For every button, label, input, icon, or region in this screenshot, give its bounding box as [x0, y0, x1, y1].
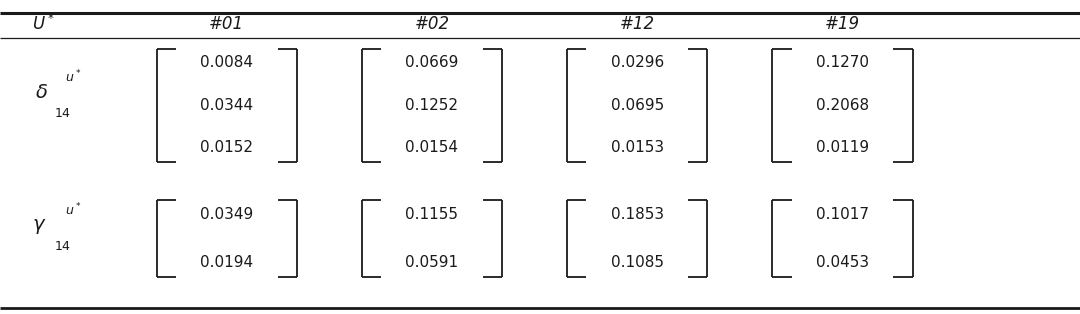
Text: 0.1252: 0.1252	[405, 98, 459, 113]
Text: #01: #01	[210, 14, 244, 33]
Text: 0.0591: 0.0591	[405, 256, 459, 270]
Text: $14$: $14$	[54, 240, 71, 253]
Text: 0.0194: 0.0194	[200, 256, 254, 270]
Text: $14$: $14$	[54, 106, 71, 120]
Text: 0.1270: 0.1270	[815, 55, 869, 70]
Text: $\delta$: $\delta$	[35, 83, 48, 102]
Text: #02: #02	[415, 14, 449, 33]
Text: 0.0154: 0.0154	[405, 140, 459, 155]
Text: 0.0349: 0.0349	[200, 207, 254, 222]
Text: $u^*$: $u^*$	[65, 69, 81, 85]
Text: 0.1155: 0.1155	[405, 207, 459, 222]
Text: $U^*$: $U^*$	[32, 14, 55, 34]
Text: #19: #19	[825, 14, 860, 33]
Text: #12: #12	[620, 14, 654, 33]
Text: 0.1017: 0.1017	[815, 207, 869, 222]
Text: 0.0669: 0.0669	[405, 55, 459, 70]
Text: 0.0084: 0.0084	[200, 55, 254, 70]
Text: 0.2068: 0.2068	[815, 98, 869, 113]
Text: 0.0296: 0.0296	[610, 55, 664, 70]
Text: $u^*$: $u^*$	[65, 202, 81, 219]
Text: 0.0344: 0.0344	[200, 98, 254, 113]
Text: 0.0119: 0.0119	[815, 140, 869, 155]
Text: $\gamma$: $\gamma$	[32, 217, 46, 236]
Text: 0.0152: 0.0152	[200, 140, 254, 155]
Text: 0.1085: 0.1085	[610, 256, 664, 270]
Text: 0.0695: 0.0695	[610, 98, 664, 113]
Text: 0.0153: 0.0153	[610, 140, 664, 155]
Text: 0.0453: 0.0453	[815, 256, 869, 270]
Text: 0.1853: 0.1853	[610, 207, 664, 222]
